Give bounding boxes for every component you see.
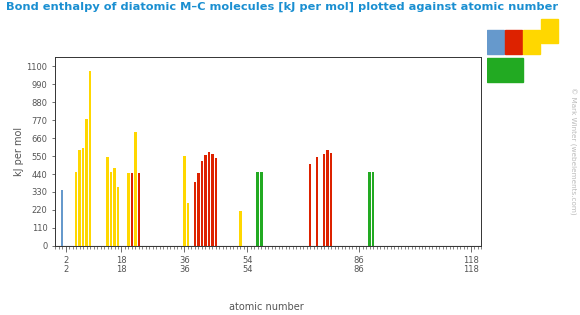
Bar	[61, 190, 63, 246]
Bar	[134, 132, 137, 246]
Bar	[204, 155, 206, 246]
Bar	[78, 150, 81, 246]
Bar	[113, 168, 116, 246]
Bar	[106, 157, 109, 246]
Y-axis label: kJ per mol: kJ per mol	[14, 127, 24, 176]
Bar	[487, 30, 504, 54]
Bar	[110, 172, 113, 246]
Bar	[75, 172, 77, 246]
Bar	[260, 172, 263, 246]
Text: © Mark Winter (webelements.com): © Mark Winter (webelements.com)	[569, 87, 576, 215]
Bar	[127, 173, 130, 246]
Bar	[85, 119, 88, 246]
Bar	[194, 182, 196, 246]
Bar	[211, 154, 213, 246]
Bar	[368, 172, 371, 246]
Bar	[117, 187, 119, 246]
Bar	[323, 154, 325, 246]
Bar	[215, 158, 217, 246]
Bar	[541, 19, 559, 43]
Bar	[256, 172, 259, 246]
Bar	[187, 203, 189, 246]
Bar	[208, 152, 210, 246]
Bar	[309, 164, 311, 246]
Bar	[523, 30, 540, 54]
Bar	[197, 173, 200, 246]
Bar	[137, 173, 140, 246]
Bar	[201, 161, 203, 246]
Bar	[82, 148, 84, 246]
Bar	[372, 172, 374, 246]
Text: Bond enthalpy of diatomic M–C molecules [kJ per mol] plotted against atomic numb: Bond enthalpy of diatomic M–C molecules …	[6, 2, 558, 12]
Bar	[487, 58, 523, 82]
Bar	[239, 211, 242, 246]
Bar	[505, 30, 522, 54]
Bar	[89, 72, 92, 246]
Bar	[130, 173, 133, 246]
Bar	[316, 157, 318, 246]
Text: atomic number: atomic number	[230, 302, 304, 312]
Bar	[330, 153, 332, 246]
Bar	[183, 157, 186, 246]
Bar	[327, 150, 329, 246]
